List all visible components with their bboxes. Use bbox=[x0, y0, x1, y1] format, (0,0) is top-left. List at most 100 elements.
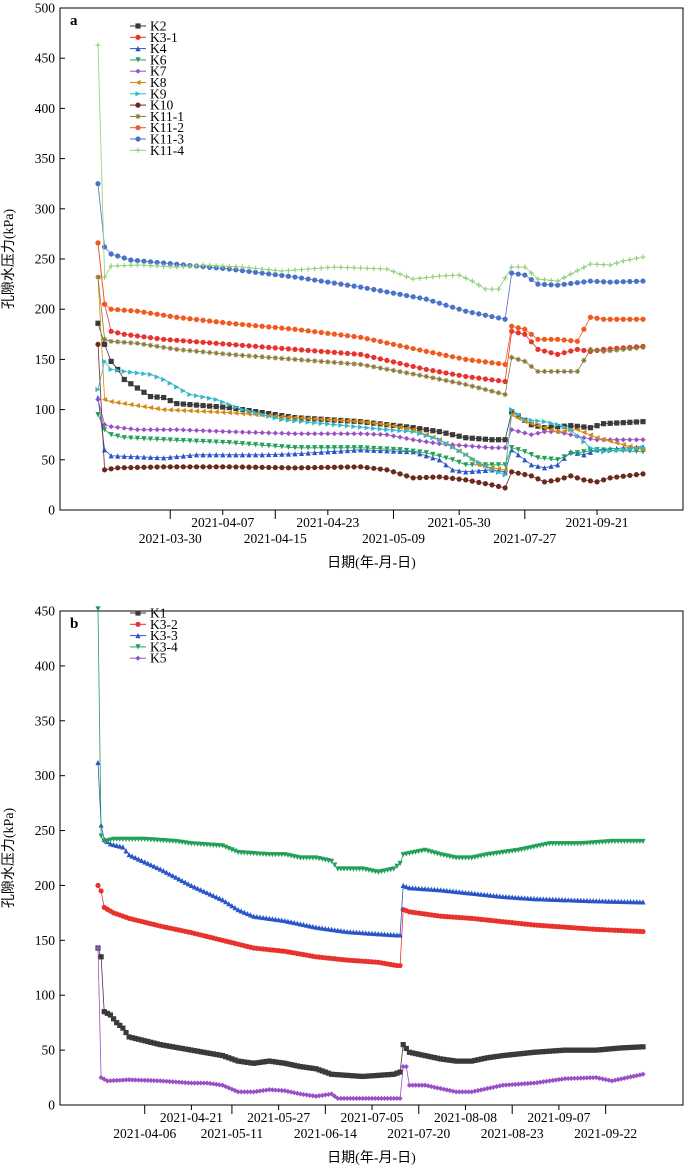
data-point bbox=[397, 343, 403, 349]
data-point bbox=[266, 430, 272, 436]
data-point bbox=[543, 1078, 550, 1084]
data-point bbox=[114, 1020, 120, 1026]
data-point bbox=[232, 905, 238, 911]
data-point bbox=[129, 853, 135, 859]
legend-marker bbox=[135, 147, 141, 153]
data-point bbox=[515, 470, 521, 476]
data-point bbox=[187, 338, 193, 344]
data-point bbox=[397, 932, 403, 938]
data-point bbox=[101, 396, 108, 403]
data-point bbox=[607, 475, 613, 481]
data-point bbox=[174, 261, 180, 267]
data-point bbox=[95, 386, 101, 393]
data-point bbox=[603, 1046, 609, 1052]
data-point bbox=[447, 1087, 453, 1094]
data-point bbox=[350, 1095, 356, 1102]
data-point bbox=[453, 1058, 459, 1064]
data-point bbox=[179, 877, 185, 884]
data-point bbox=[338, 264, 344, 270]
data-point bbox=[522, 417, 528, 423]
data-point bbox=[219, 843, 226, 849]
data-point bbox=[500, 1053, 506, 1059]
legend-marker bbox=[135, 34, 141, 40]
data-point bbox=[319, 1068, 325, 1074]
data-point bbox=[104, 1010, 110, 1016]
data-point bbox=[272, 451, 278, 457]
data-point bbox=[207, 340, 213, 346]
data-point bbox=[170, 1079, 176, 1085]
data-point bbox=[490, 892, 497, 899]
data-point bbox=[134, 402, 140, 409]
data-point bbox=[404, 370, 410, 376]
data-point bbox=[128, 453, 134, 460]
data-point bbox=[371, 354, 377, 360]
data-point bbox=[633, 472, 640, 478]
data-point bbox=[307, 923, 313, 929]
data-point bbox=[351, 431, 357, 437]
data-point bbox=[328, 1091, 335, 1097]
data-point bbox=[388, 867, 394, 873]
data-point bbox=[213, 409, 219, 415]
data-point bbox=[193, 316, 200, 323]
data-point bbox=[187, 348, 193, 354]
data-point bbox=[174, 453, 180, 460]
data-point bbox=[353, 1095, 360, 1102]
data-point bbox=[229, 1056, 235, 1062]
data-point bbox=[375, 1072, 381, 1078]
data-point bbox=[430, 428, 436, 434]
data-point bbox=[568, 451, 574, 457]
data-point bbox=[98, 954, 104, 960]
data-point bbox=[338, 431, 344, 437]
data-point bbox=[360, 1095, 366, 1102]
data-point bbox=[620, 316, 626, 322]
data-point bbox=[489, 360, 495, 366]
data-point bbox=[338, 350, 344, 356]
data-point bbox=[282, 1060, 288, 1066]
data-point bbox=[291, 1062, 297, 1068]
data-point bbox=[351, 423, 357, 430]
data-point bbox=[313, 1093, 319, 1099]
data-point bbox=[502, 472, 508, 478]
data-point bbox=[244, 1059, 251, 1066]
data-point bbox=[410, 371, 416, 377]
data-point bbox=[562, 1076, 568, 1082]
data-point bbox=[581, 435, 587, 441]
data-point bbox=[226, 341, 232, 347]
data-point bbox=[621, 1045, 627, 1051]
data-point bbox=[297, 1063, 304, 1070]
data-point bbox=[518, 847, 525, 853]
data-point bbox=[154, 1041, 160, 1047]
data-point bbox=[390, 427, 397, 433]
data-point bbox=[633, 255, 640, 261]
data-point bbox=[246, 452, 252, 458]
data-point bbox=[331, 417, 337, 423]
data-point bbox=[515, 428, 521, 434]
data-point bbox=[213, 403, 219, 410]
data-point bbox=[509, 264, 515, 270]
data-point bbox=[587, 436, 594, 442]
legend-label: K6 bbox=[150, 52, 167, 67]
data-point bbox=[300, 1091, 307, 1098]
data-point bbox=[548, 420, 554, 426]
y-tick-label: 450 bbox=[35, 604, 56, 619]
data-point bbox=[487, 851, 493, 857]
data-point bbox=[364, 353, 370, 359]
data-point bbox=[410, 475, 416, 481]
y-tick-label: 250 bbox=[35, 823, 56, 838]
legend-item: K1 bbox=[130, 606, 167, 621]
data-point bbox=[167, 1078, 173, 1085]
data-point bbox=[640, 316, 646, 322]
data-point bbox=[305, 266, 311, 272]
data-point bbox=[115, 399, 121, 406]
data-point bbox=[142, 859, 148, 865]
data-point bbox=[363, 1095, 369, 1102]
data-point bbox=[627, 1044, 634, 1051]
data-point bbox=[128, 435, 134, 441]
data-point bbox=[207, 262, 213, 268]
data-point bbox=[614, 316, 620, 322]
data-point bbox=[377, 421, 383, 427]
data-point bbox=[325, 417, 331, 423]
data-point bbox=[541, 455, 548, 462]
data-point bbox=[350, 1073, 356, 1079]
data-point bbox=[216, 1082, 223, 1088]
